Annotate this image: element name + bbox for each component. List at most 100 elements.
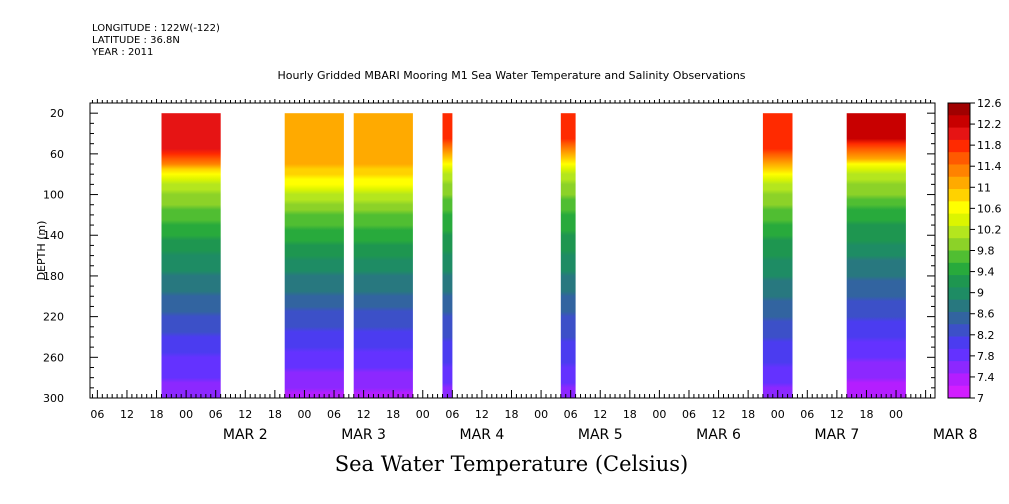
- colorbar-swatch: [948, 164, 970, 178]
- colorbar-swatch: [948, 348, 970, 362]
- x-tick-label: 18: [623, 408, 637, 421]
- latitude-label: LATITUDE : 36.8N: [92, 35, 180, 46]
- colorbar-swatch: [948, 385, 970, 399]
- colorbar-label: 7.8: [977, 350, 995, 363]
- colorbar-swatch: [948, 361, 970, 374]
- axes: 20 60 100 140 180 220 260 300 DEPTH (m) 06 12 18 00 0…: [35, 99, 978, 443]
- colorbar-swatch: [948, 103, 970, 116]
- colorbar-swatch: [948, 287, 970, 301]
- x-tick-label: 00: [534, 408, 548, 421]
- x-tick-label: 12: [712, 408, 726, 421]
- x-tick-label: 06: [90, 408, 104, 421]
- y-tick-label: 220: [43, 311, 64, 324]
- data-block: [161, 113, 221, 398]
- colorbar-swatch: [948, 139, 970, 153]
- colorbar-swatch: [948, 373, 970, 387]
- colorbar-label: 12.6: [977, 97, 1002, 110]
- year-label: YEAR : 2011: [92, 47, 154, 58]
- colorbar-label: 7.4: [977, 371, 995, 384]
- colorbar-label: 9.8: [977, 245, 995, 258]
- x-tick-label: 06: [209, 408, 223, 421]
- colorbar-label: 11.4: [977, 160, 1002, 173]
- x-tick-label: 00: [297, 408, 311, 421]
- x-day-label: MAR 8: [933, 427, 978, 443]
- x-day-label: MAR 3: [341, 427, 386, 443]
- data-block: [442, 113, 453, 398]
- y-axis-label: DEPTH (m): [35, 221, 48, 281]
- colorbar-label: 11: [977, 181, 991, 194]
- y-tick-label: 180: [43, 270, 64, 283]
- x-tick-label: 06: [445, 408, 459, 421]
- x-day-label: MAR 5: [578, 427, 623, 443]
- x-tick-label: 12: [593, 408, 607, 421]
- x-tick-label: 12: [475, 408, 489, 421]
- colorbar-swatch: [948, 250, 970, 264]
- colorbar-swatch: [948, 115, 970, 128]
- colorbar-label: 7: [977, 392, 984, 405]
- colorbar-swatch: [948, 127, 970, 141]
- x-tick-label: 18: [386, 408, 400, 421]
- colorbar-label: 9: [977, 287, 984, 300]
- colorbar-label: 10.6: [977, 202, 1002, 215]
- colorbar-swatch: [948, 275, 970, 288]
- x-tick-label: 00: [771, 408, 785, 421]
- colorbar-label: 12.2: [977, 118, 1002, 131]
- colorbar-label: 8.6: [977, 308, 995, 321]
- x-tick-label: 12: [357, 408, 371, 421]
- colorbar-label: 10.2: [977, 223, 1002, 236]
- x-tick-label: 18: [859, 408, 873, 421]
- colorbar-swatch: [948, 225, 970, 239]
- x-day-label: MAR 7: [815, 427, 860, 443]
- colorbar-swatch: [948, 238, 970, 251]
- x-tick-label: 00: [179, 408, 193, 421]
- x-tick-label: 12: [238, 408, 252, 421]
- colorbar-swatch: [948, 324, 970, 337]
- x-tick-label: 18: [268, 408, 282, 421]
- x-tick-label: 06: [800, 408, 814, 421]
- data-block: [284, 113, 344, 398]
- colorbar-label: 11.8: [977, 139, 1002, 152]
- y-tick-label: 140: [43, 229, 64, 242]
- data-blocks: [161, 113, 906, 398]
- y-tick-label: 300: [43, 392, 64, 405]
- data-block: [560, 113, 576, 398]
- x-day-label: MAR 4: [460, 427, 505, 443]
- x-day-label: MAR 2: [223, 427, 268, 443]
- colorbar-swatch: [948, 213, 970, 227]
- x-tick-label: 12: [830, 408, 844, 421]
- colorbar-swatch: [948, 152, 970, 165]
- colorbar-label: 9.4: [977, 266, 995, 279]
- longitude-label: LONGITUDE : 122W(-122): [92, 23, 220, 34]
- data-block: [353, 113, 413, 398]
- colorbar-label: 8.2: [977, 329, 995, 342]
- colorbar-swatch: [948, 336, 970, 350]
- x-tick-label: 00: [652, 408, 666, 421]
- y-tick-label: 20: [50, 107, 64, 120]
- plot-frame: [89, 102, 936, 399]
- x-tick-label: 06: [564, 408, 578, 421]
- metadata-block: LONGITUDE : 122W(-122) LATITUDE : 36.8N …: [92, 23, 220, 59]
- colorbar-swatch: [948, 311, 970, 325]
- data-block: [846, 113, 906, 398]
- colorbar: 12.6 12.2 11.8 11.4 11 10.6 10.2 9.8 9.4 9 8.6 8.2 7…: [947, 97, 1002, 405]
- data-block: [762, 113, 793, 398]
- y-tick-label: 60: [50, 148, 64, 161]
- x-tick-label: 18: [150, 408, 164, 421]
- y-tick-label: 260: [43, 351, 64, 364]
- x-tick-label: 00: [889, 408, 903, 421]
- x-tick-label: 06: [682, 408, 696, 421]
- y-tick-label: 100: [43, 189, 64, 202]
- colorbar-swatch: [948, 201, 970, 215]
- colorbar-swatch: [948, 189, 970, 202]
- x-day-label: MAR 6: [696, 427, 741, 443]
- colorbar-swatch: [948, 176, 970, 190]
- x-tick-label: 18: [505, 408, 519, 421]
- x-tick-label: 06: [327, 408, 341, 421]
- colorbar-swatch: [948, 299, 970, 313]
- x-tick-label: 00: [416, 408, 430, 421]
- x-tick-label: 18: [741, 408, 755, 421]
- x-tick-label: 12: [120, 408, 134, 421]
- colorbar-swatch: [948, 262, 970, 276]
- chart-title: Hourly Gridded MBARI Mooring M1 Sea Wate…: [277, 69, 746, 82]
